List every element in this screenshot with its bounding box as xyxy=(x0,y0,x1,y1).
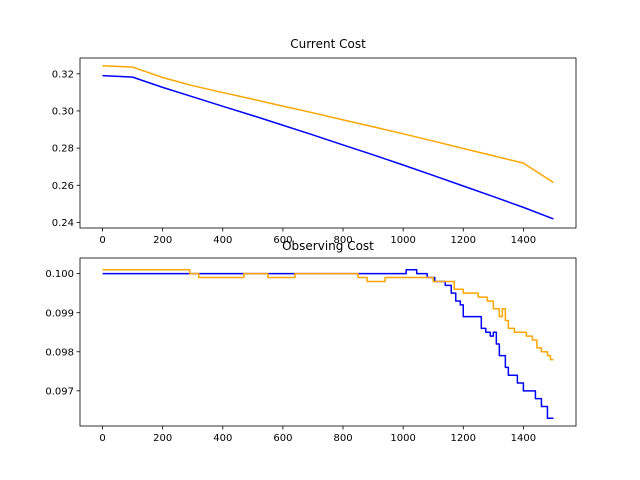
series-line-0 xyxy=(102,268,554,419)
y-tick-label: 0.26 xyxy=(52,181,74,192)
y-axis-ticks: 0.097 0.098 0.099 0.100 xyxy=(45,269,80,397)
x-axis-ticks: 0 200 400 600 800 1000 1200 1400 xyxy=(99,426,536,444)
chart-current-cost: Current Cost 0 200 400 600 800 1000 1200 1400 0… xyxy=(52,37,577,246)
x-tick-label: 1200 xyxy=(451,433,476,444)
x-axis-ticks: 0 200 400 600 800 1000 1200 1400 xyxy=(99,228,536,246)
series-line-1 xyxy=(102,65,554,184)
x-tick-label: 400 xyxy=(213,235,232,246)
chart-title: Current Cost xyxy=(290,37,366,51)
x-tick-label: 600 xyxy=(273,235,292,246)
axes-frame xyxy=(79,57,577,229)
x-tick-label: 800 xyxy=(333,235,352,246)
chart-title: Observing Cost xyxy=(282,239,374,253)
y-tick-label: 0.32 xyxy=(52,69,74,80)
series-line-0 xyxy=(102,74,554,220)
y-tick-label: 0.100 xyxy=(45,269,74,280)
y-tick-label: 0.099 xyxy=(45,308,74,319)
series-line-1 xyxy=(102,268,554,361)
y-tick-label: 0.28 xyxy=(52,144,74,155)
axes-frame xyxy=(79,257,577,427)
y-tick-label: 0.24 xyxy=(52,218,74,229)
x-tick-label: 1000 xyxy=(390,235,415,246)
y-axis-ticks: 0.24 0.26 0.28 0.30 0.32 xyxy=(52,69,80,229)
x-tick-label: 0 xyxy=(99,235,105,246)
series-layer xyxy=(102,268,554,419)
x-tick-label: 400 xyxy=(213,433,232,444)
x-tick-label: 200 xyxy=(153,433,172,444)
y-tick-label: 0.097 xyxy=(45,386,74,397)
x-tick-label: 0 xyxy=(99,433,105,444)
x-tick-label: 1400 xyxy=(511,433,536,444)
y-tick-label: 0.30 xyxy=(52,107,74,118)
x-tick-label: 200 xyxy=(153,235,172,246)
y-tick-label: 0.098 xyxy=(45,347,74,358)
x-tick-label: 1200 xyxy=(451,235,476,246)
chart-observing-cost: 0 200 400 600 800 1000 1200 1400 0.0970.0980.09… xyxy=(45,239,577,444)
series-layer xyxy=(102,65,554,220)
x-tick-label: 800 xyxy=(333,433,352,444)
x-tick-label: 1000 xyxy=(390,433,415,444)
x-tick-label: 1400 xyxy=(511,235,536,246)
x-tick-label: 600 xyxy=(273,433,292,444)
